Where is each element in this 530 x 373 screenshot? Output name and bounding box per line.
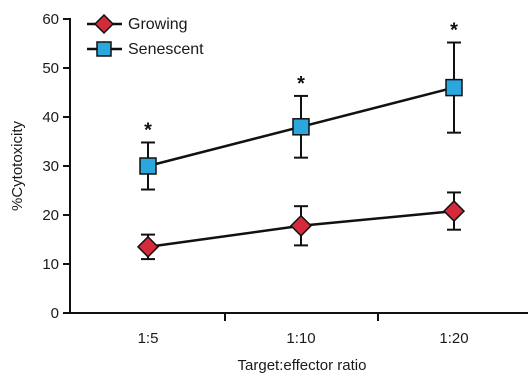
series-senescent xyxy=(139,41,463,191)
x-axis-title: Target:effector ratio xyxy=(238,357,367,373)
legend-item-senescent: Senescent xyxy=(87,41,204,58)
axes xyxy=(69,18,528,314)
significance-asterisk: * xyxy=(297,73,305,95)
x-tick-label: 1:5 xyxy=(138,330,159,347)
y-tick-label: 0 xyxy=(51,305,59,322)
significance-asterisk: * xyxy=(450,20,458,42)
annotations: * * * xyxy=(144,20,458,142)
y-ticks: 0 10 20 30 40 50 60 xyxy=(42,11,70,322)
y-tick-label: 30 xyxy=(42,158,59,175)
data-point-diamond xyxy=(442,200,466,223)
significance-asterisk: * xyxy=(144,119,152,141)
legend-label: Growing xyxy=(128,16,188,33)
data-point-diamond xyxy=(289,214,313,237)
legend: Growing Senescent xyxy=(87,13,204,58)
y-tick-label: 40 xyxy=(42,109,59,126)
series-growing xyxy=(136,191,466,261)
legend-square-icon xyxy=(96,41,112,57)
y-tick-label: 60 xyxy=(42,11,59,28)
data-point-square xyxy=(292,118,310,136)
legend-diamond-icon xyxy=(93,13,115,35)
data-point-diamond xyxy=(136,235,160,258)
data-point-square xyxy=(445,78,463,97)
legend-item-growing: Growing xyxy=(87,13,188,35)
y-tick-label: 50 xyxy=(42,60,59,77)
series-layer xyxy=(136,41,466,261)
y-tick-label: 20 xyxy=(42,207,59,224)
legend-label: Senescent xyxy=(128,41,204,58)
y-axis-title: %Cytotoxicity xyxy=(9,120,26,211)
x-tick-label: 1:10 xyxy=(286,330,315,347)
data-point-square xyxy=(139,157,157,175)
y-tick-label: 10 xyxy=(42,256,59,273)
x-ticks: 1:5 1:10 1:20 xyxy=(138,313,469,347)
x-tick-label: 1:20 xyxy=(439,330,468,347)
